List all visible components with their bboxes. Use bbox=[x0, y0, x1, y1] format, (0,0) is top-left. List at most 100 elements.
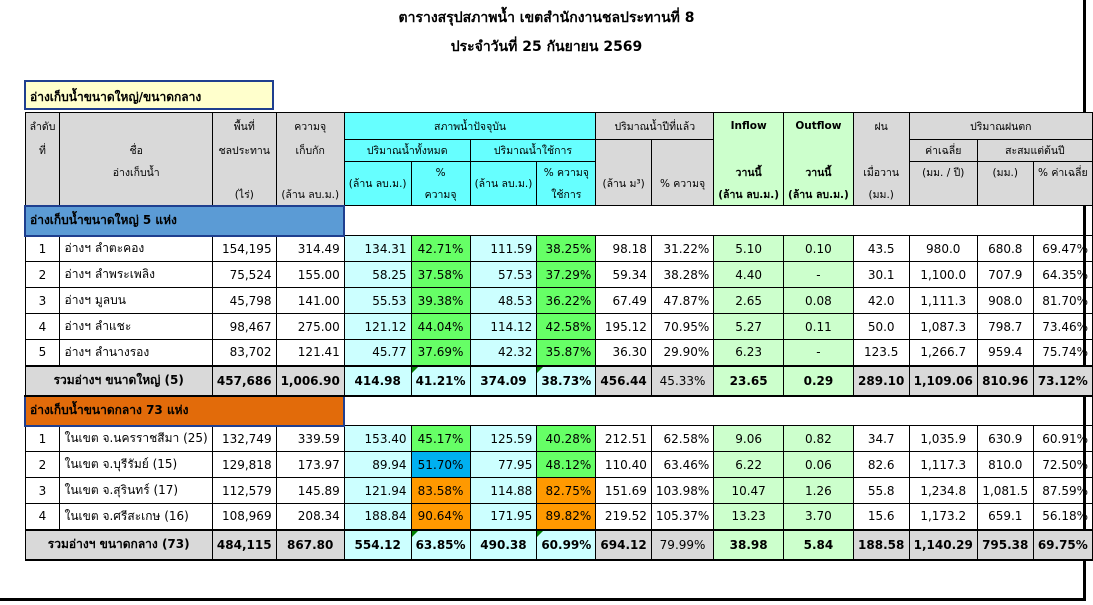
hdr-total-water: ปริมาณน้ำทั้งหมด bbox=[343, 139, 471, 162]
medium-rain-pct-avg: 56.18% bbox=[1032, 503, 1093, 530]
large-total-mcm: 45.77 bbox=[343, 339, 412, 366]
hdr-rain-unit: (มม.) bbox=[852, 183, 910, 206]
medium-row: 2 ในเขต จ.บุรีรัมย์ (15) 129,818 173.97 89.9… bbox=[24, 451, 1093, 478]
hdr-area-unit: (ไร่) bbox=[211, 183, 277, 206]
table-header: ลำดับ พื้นที่ ความจุ สภาพน้ำปัจจุบัน ปริ… bbox=[24, 112, 1093, 206]
medium-total-pct: 83.58% bbox=[410, 477, 471, 504]
large-inflow: 4.40 bbox=[713, 261, 785, 288]
large-usable-mcm: 57.53 bbox=[469, 261, 538, 288]
hdr-name: ชื่อ bbox=[59, 139, 213, 162]
hdr-usable-unit: (ล้าน ลบ.ม.) bbox=[469, 161, 538, 206]
medium-usable-pct: 82.75% bbox=[536, 477, 597, 504]
medium-area: 112,579 bbox=[211, 477, 277, 504]
medium-outflow: 0.82 bbox=[783, 425, 854, 452]
medium-capacity: 145.89 bbox=[275, 477, 345, 504]
medium-ly-mcm: 110.40 bbox=[595, 451, 652, 478]
hdr-current: สภาพน้ำปัจจุบัน bbox=[343, 112, 597, 140]
large-rain: 50.0 bbox=[852, 313, 910, 340]
large-row: 4 อ่างฯ ลำแชะ 98,467 275.00 121.12 44.04% 114.… bbox=[24, 313, 1093, 340]
large-total-row: รวมอ่างฯ ขนาดใหญ่ (5) 457,686 1,006.90 414.… bbox=[24, 364, 1093, 397]
large-ly-mcm: 67.49 bbox=[595, 287, 652, 314]
large-total-pct: 37.58% bbox=[410, 261, 471, 288]
large-usable-mcm: 42.32 bbox=[469, 339, 538, 366]
medium-name: ในเขต จ.บุรีรัมย์ (15) bbox=[59, 451, 213, 478]
large-total-mcm: 55.53 bbox=[343, 287, 412, 314]
large-total-outflow: 0.29 bbox=[783, 364, 854, 397]
large-inflow: 6.23 bbox=[713, 339, 785, 366]
hdr-inflow-blank bbox=[713, 139, 785, 162]
large-no: 5 bbox=[24, 339, 61, 366]
hdr-outflow: Outflow bbox=[783, 112, 854, 140]
hdr-ly-unit: (ล้าน ม³) bbox=[595, 161, 652, 206]
large-total-mcm: 121.12 bbox=[343, 313, 412, 340]
large-inflow: 2.65 bbox=[713, 287, 785, 314]
hdr-rain: ฝน bbox=[852, 112, 910, 140]
medium-total-ly-mcm: 694.12 bbox=[595, 528, 652, 561]
medium-usable-mcm: 171.95 bbox=[469, 503, 538, 530]
large-total-pct: 42.71% bbox=[410, 235, 471, 262]
large-total-mcm: 58.25 bbox=[343, 261, 412, 288]
large-name: อ่างฯ ลำแชะ bbox=[59, 313, 213, 340]
medium-rain-pct-avg: 72.50% bbox=[1032, 451, 1093, 478]
large-total-total-pct: 41.21% bbox=[410, 364, 471, 397]
large-name: อ่างฯ ลำนางรอง bbox=[59, 339, 213, 366]
medium-total-inflow: 38.98 bbox=[713, 528, 785, 561]
large-total-area: 457,686 bbox=[211, 364, 277, 397]
large-row: 2 อ่างฯ ลำพระเพลิง 75,524 155.00 58.25 37.58%… bbox=[24, 261, 1093, 288]
medium-name: ในเขต จ.นครราชสีมา (25) bbox=[59, 425, 213, 452]
large-usable-pct: 35.87% bbox=[536, 339, 597, 366]
large-area: 154,195 bbox=[211, 235, 277, 262]
medium-section: อ่างเก็บน้ำขนาดกลาง 73 แห่ง bbox=[23, 394, 1093, 427]
hdr-capacity: ความจุ bbox=[275, 112, 345, 140]
large-capacity: 141.00 bbox=[275, 287, 345, 314]
hdr-no-3 bbox=[24, 161, 61, 184]
large-rain-pct-avg: 64.35% bbox=[1032, 261, 1093, 288]
medium-row: 3 ในเขต จ.สุรินทร์ (17) 112,579 145.89 121.9… bbox=[24, 477, 1093, 504]
medium-capacity: 208.34 bbox=[275, 503, 345, 530]
large-name: อ่างฯ ลำพระเพลิง bbox=[59, 261, 213, 288]
medium-usable-pct: 40.28% bbox=[536, 425, 597, 452]
large-rain-pct-avg: 69.47% bbox=[1032, 235, 1093, 262]
large-no: 2 bbox=[24, 261, 61, 288]
medium-capacity: 339.59 bbox=[275, 425, 345, 452]
hdr-rain-blank bbox=[852, 139, 910, 162]
large-no: 4 bbox=[24, 313, 61, 340]
large-outflow: 0.08 bbox=[783, 287, 854, 314]
medium-rain: 55.8 bbox=[852, 477, 910, 504]
medium-ly-mcm: 219.52 bbox=[595, 503, 652, 530]
large-ly-pct: 38.28% bbox=[650, 261, 715, 288]
large-ly-pct: 70.95% bbox=[650, 313, 715, 340]
large-outflow: - bbox=[783, 339, 854, 366]
large-rain-avg: 1,111.3 bbox=[908, 287, 978, 314]
large-rain-accum: 680.8 bbox=[976, 235, 1034, 262]
hdr-capacity-unit: (ล้าน ลบ.ม.) bbox=[275, 183, 345, 206]
hdr-usable-pct: % ความจุ bbox=[536, 161, 597, 184]
hdr-avg-unit: (มม. / ปี) bbox=[908, 161, 978, 184]
large-total-pct: 44.04% bbox=[410, 313, 471, 340]
large-total-usable-mcm: 374.09 bbox=[469, 364, 538, 397]
large-total-rain: 289.10 bbox=[852, 364, 910, 397]
medium-name: ในเขต จ.ศรีสะเกษ (16) bbox=[59, 503, 213, 530]
large-no: 1 bbox=[24, 235, 61, 262]
hdr-pct-avg: % ค่าเฉลี่ย bbox=[1032, 161, 1093, 184]
medium-total-capacity: 867.80 bbox=[275, 528, 345, 561]
large-row: 3 อ่างฯ มูลบน 45,798 141.00 55.53 39.38% 48.53… bbox=[24, 287, 1093, 314]
large-rain-accum: 707.9 bbox=[976, 261, 1034, 288]
large-total-pct: 39.38% bbox=[410, 287, 471, 314]
large-section: อ่างเก็บน้ำขนาดใหญ่ 5 แห่ง bbox=[23, 204, 1093, 237]
hdr-usable-water: ปริมาณน้ำใช้การ bbox=[469, 139, 597, 162]
hdr-inflow-unit: (ล้าน ลบ.ม.) bbox=[713, 183, 785, 206]
medium-total-mcm: 121.94 bbox=[343, 477, 412, 504]
large-rain-avg: 1,100.0 bbox=[908, 261, 978, 288]
hdr-no: ลำดับ bbox=[24, 112, 61, 140]
large-rain-pct-avg: 73.46% bbox=[1032, 313, 1093, 340]
hdr-accum: สะสมแต่ต้นปี bbox=[976, 139, 1093, 162]
hdr-outflow-blank bbox=[783, 139, 854, 162]
hdr-name-2: อ่างเก็บน้ำ bbox=[59, 161, 213, 184]
large-name: อ่างฯ ลำตะคอง bbox=[59, 235, 213, 262]
medium-rain-pct-avg: 87.59% bbox=[1032, 477, 1093, 504]
medium-area: 129,818 bbox=[211, 451, 277, 478]
hdr-outflow-today: วานนี้ bbox=[783, 161, 854, 184]
large-rain-accum: 959.4 bbox=[976, 339, 1034, 366]
medium-total-area: 484,115 bbox=[211, 528, 277, 561]
